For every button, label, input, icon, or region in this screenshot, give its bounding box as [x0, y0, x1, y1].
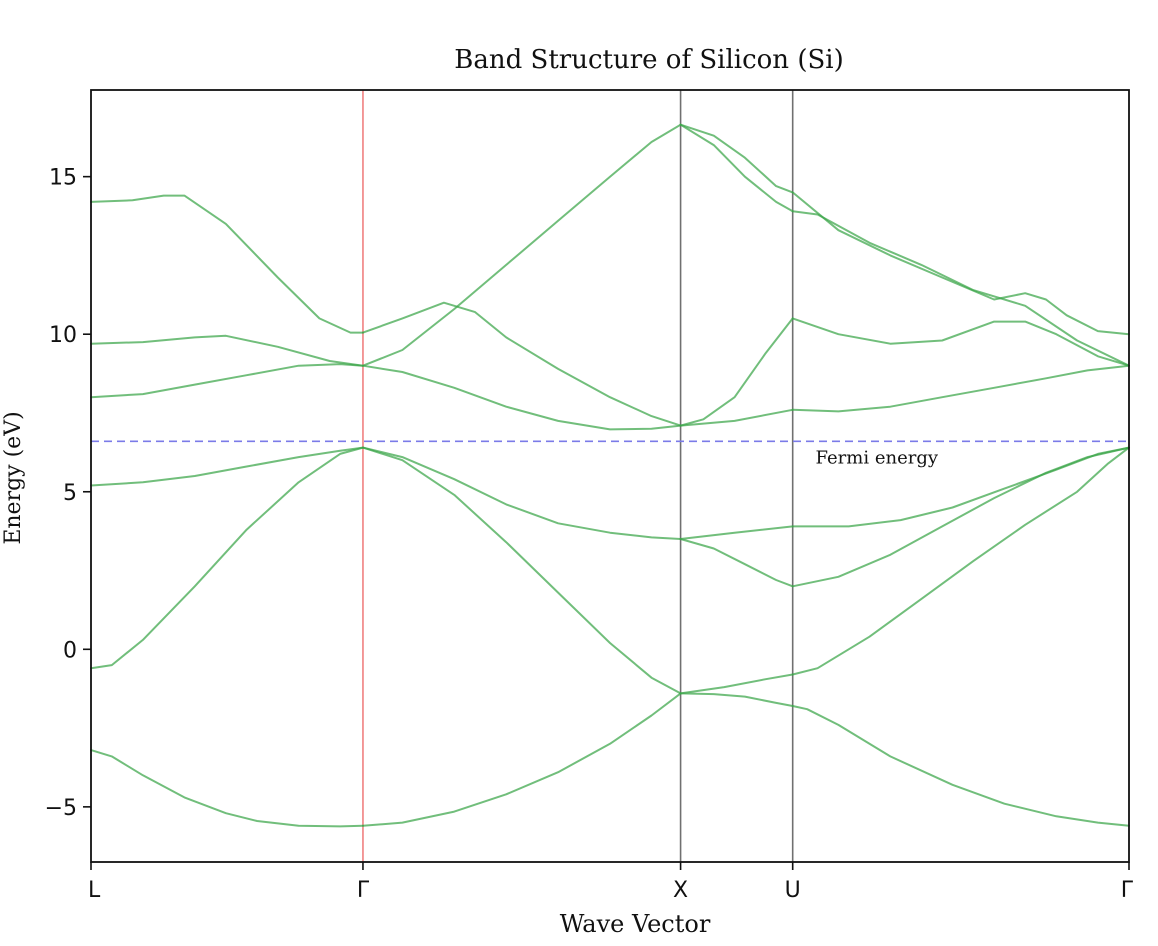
band-segment-17 — [791, 364, 1130, 413]
fermi-energy-label: Fermi energy — [816, 447, 939, 468]
band-segment-21 — [791, 191, 1130, 336]
band-segment-15 — [362, 364, 682, 431]
band-segment-20 — [679, 123, 794, 194]
x-axis-label: Wave Vector — [560, 910, 711, 938]
band-segment-5 — [362, 446, 682, 695]
x-tick-label-4: Γ — [1121, 878, 1134, 903]
band-segment-10 — [679, 538, 794, 588]
band-segment-26 — [679, 317, 794, 427]
band-segment-0 — [90, 749, 364, 828]
band-segment-18 — [90, 334, 364, 367]
band-segment-27 — [791, 317, 1130, 367]
band-segment-1 — [362, 692, 682, 827]
band-segment-13 — [791, 446, 1130, 528]
band-segment-19 — [362, 123, 682, 367]
y-tick-label-4: 15 — [49, 166, 77, 191]
band-segment-4 — [90, 446, 364, 670]
band-segment-12 — [679, 525, 794, 540]
y-axis-label: Energy (eV) — [1, 411, 26, 544]
y-tick-label-1: 0 — [63, 638, 77, 663]
band-segment-16 — [679, 408, 794, 427]
band-segment-8 — [90, 446, 364, 487]
band-segment-2 — [679, 692, 794, 707]
band-segment-23 — [791, 210, 1130, 367]
plot-area: Fermi energy −5 0 5 10 15 L Γ X U Γ — [45, 89, 1134, 903]
chart-title: Band Structure of Silicon (Si) — [454, 45, 843, 75]
x-tick-label-3: U — [785, 878, 801, 903]
band-segment-24 — [90, 194, 364, 334]
y-tick-label-2: 5 — [63, 481, 77, 506]
band-segment-14 — [90, 363, 364, 399]
y-tick-label-3: 10 — [49, 323, 77, 348]
x-tick-label-0: L — [88, 878, 101, 903]
x-tick-label-1: Γ — [357, 878, 370, 903]
band-segment-22 — [679, 123, 794, 213]
band-segment-7 — [791, 446, 1130, 676]
plot-frame — [90, 89, 1130, 863]
band-segment-3 — [791, 705, 1130, 827]
band-segment-25 — [362, 301, 682, 427]
x-tick-label-2: X — [673, 878, 688, 903]
band-segment-9 — [362, 446, 682, 540]
band-segment-6 — [679, 673, 794, 695]
y-tick-label-0: −5 — [45, 796, 77, 821]
